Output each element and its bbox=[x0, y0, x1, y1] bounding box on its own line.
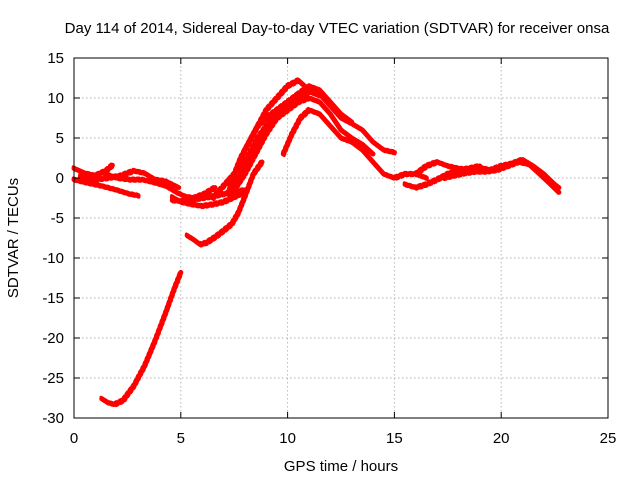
y-tick-label: -20 bbox=[42, 330, 64, 347]
series-pass-13-texture bbox=[238, 88, 321, 170]
series-pass-1-texture bbox=[71, 162, 114, 176]
y-tick-labels: -30 -25 -20 -15 -10 -5 0 5 10 15 bbox=[42, 50, 64, 427]
series-pass-12-texture bbox=[231, 98, 376, 198]
series-pass-7-texture bbox=[99, 269, 182, 405]
series-pass-2-texture bbox=[71, 176, 139, 196]
x-tick-label: 20 bbox=[493, 430, 510, 447]
y-axis-label: SDTVAR / TECUs bbox=[5, 178, 22, 298]
series-pass-14-texture bbox=[281, 106, 428, 178]
series-pass-4-texture bbox=[101, 170, 216, 198]
series-pass-7-texture bbox=[101, 272, 184, 408]
x-tick-label: 10 bbox=[279, 430, 296, 447]
series-pass-14-texture bbox=[282, 110, 429, 182]
x-tick-label: 0 bbox=[70, 430, 78, 447]
y-tick-label: 10 bbox=[47, 90, 64, 107]
x-tick-labels: 0 5 10 15 20 25 bbox=[70, 430, 617, 447]
series-pass-2-texture bbox=[73, 179, 141, 199]
data-series bbox=[71, 77, 562, 408]
y-tick-label: -10 bbox=[42, 250, 64, 267]
y-tick-label: 15 bbox=[47, 50, 64, 67]
y-tick-label: -15 bbox=[42, 290, 64, 307]
y-tick-label: 0 bbox=[56, 170, 64, 187]
plot-frame bbox=[73, 57, 609, 419]
series-pass-10-texture bbox=[225, 77, 310, 194]
axis-ticks bbox=[73, 57, 609, 419]
series-pass-17-texture bbox=[442, 162, 562, 196]
series-pass-8-texture bbox=[186, 162, 265, 248]
y-tick-label: 5 bbox=[56, 130, 64, 147]
x-tick-label: 5 bbox=[177, 430, 185, 447]
y-tick-label: -30 bbox=[42, 410, 64, 427]
chart-title: Day 114 of 2014, Sidereal Day-to-day VTE… bbox=[65, 20, 610, 37]
series-pass-13-texture bbox=[239, 91, 322, 174]
series-pass-10-texture bbox=[227, 80, 312, 198]
x-tick-label: 15 bbox=[386, 430, 403, 447]
x-tick-label: 25 bbox=[600, 430, 617, 447]
series-pass-3-texture bbox=[78, 167, 180, 188]
grid bbox=[74, 58, 608, 418]
series-pass-8-texture bbox=[184, 158, 263, 245]
y-tick-label: -5 bbox=[51, 210, 64, 227]
x-axis-label: GPS time / hours bbox=[284, 458, 398, 475]
y-tick-label: -25 bbox=[42, 370, 64, 387]
series-pass-7 bbox=[99, 269, 184, 407]
